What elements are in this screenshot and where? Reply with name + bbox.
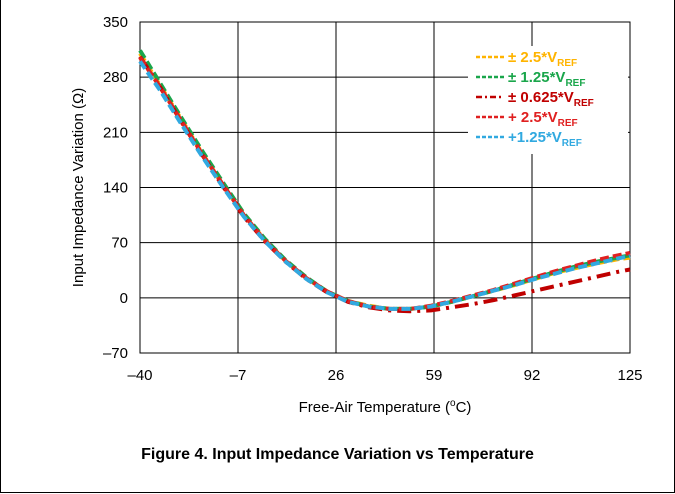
x-tick-label: –40 — [127, 367, 152, 384]
figure-caption: Figure 4. Input Impedance Variation vs T… — [0, 446, 675, 464]
x-tick-label: 92 — [524, 367, 541, 384]
y-tick-label: 350 — [103, 14, 128, 31]
x-tick-label: 125 — [617, 367, 642, 384]
y-tick-label: 140 — [103, 180, 128, 197]
legend: ± 2.5*VREF± 1.25*VREF± 0.625*VREF+ 2.5*V… — [468, 46, 628, 154]
y-tick-label: 210 — [103, 124, 128, 141]
y-tick-label: 0 — [120, 290, 128, 307]
y-axis-title: Input Impedance Variation (Ω) — [70, 88, 87, 287]
y-tick-label: –70 — [103, 345, 128, 362]
x-tick-label: 26 — [328, 367, 345, 384]
y-tick-label: 70 — [111, 235, 128, 252]
x-tick-label: –7 — [230, 367, 247, 384]
x-axis-title: Free-Air Temperature (oC) — [299, 398, 472, 416]
x-tick-label: 59 — [426, 367, 443, 384]
y-tick-label: 280 — [103, 69, 128, 86]
